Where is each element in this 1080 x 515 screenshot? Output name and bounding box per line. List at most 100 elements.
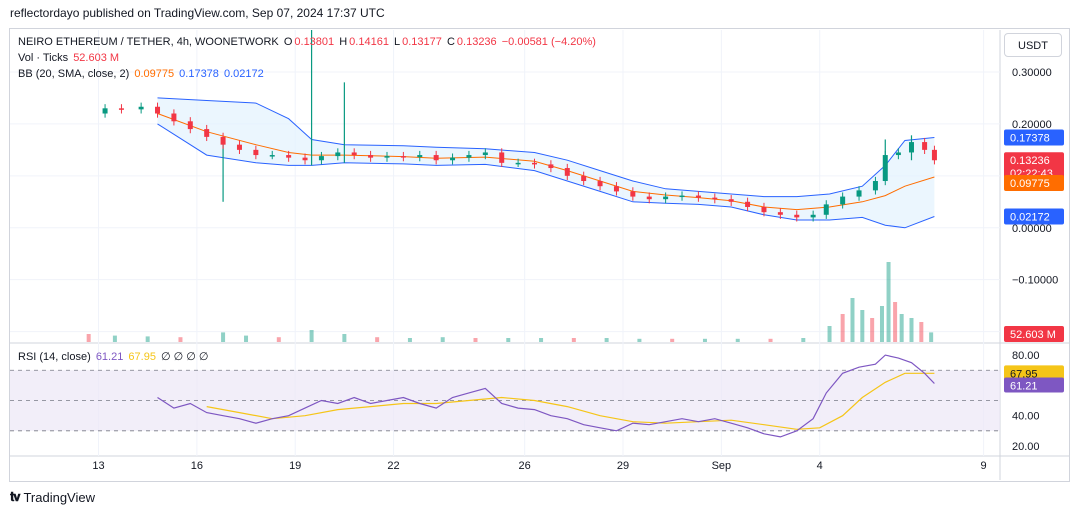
candle-body <box>597 181 603 187</box>
bb-label[interactable]: BB (20, SMA, close, 2) <box>18 68 130 80</box>
bb-lower-value: 0.02172 <box>223 68 264 80</box>
time-axis-label: Sep <box>712 460 732 472</box>
volume-label[interactable]: Vol · Ticks <box>18 52 69 64</box>
volume-bar <box>637 338 642 342</box>
currency-button[interactable]: USDT <box>1004 33 1062 57</box>
candle-body <box>482 152 488 156</box>
rsi-tick-label: 40.00 <box>1012 411 1040 423</box>
bb-upper-badge <box>1004 129 1064 146</box>
candle-body <box>171 113 177 122</box>
volume-bar <box>221 332 226 342</box>
close-label: C <box>446 36 455 48</box>
candle-body <box>384 156 390 158</box>
tradingview-brand[interactable]: 𝐭𝐯 TradingView <box>10 489 95 505</box>
symbol-name[interactable]: NEIRO ETHEREUM / TETHER, 4h, WOONETWORK <box>18 36 279 48</box>
candle-body <box>745 201 751 207</box>
candle-body <box>728 199 734 202</box>
last-price-badge <box>1004 152 1064 183</box>
chart-frame <box>9 28 1070 482</box>
volume-bar <box>886 262 891 342</box>
candle-body <box>220 136 226 145</box>
candle-body <box>931 149 937 161</box>
bb-lower-line <box>157 123 935 229</box>
volume-bar <box>407 338 412 342</box>
rsi-ma-badge <box>1004 365 1064 381</box>
high-value: 0.14161 <box>349 36 389 48</box>
rsi-label[interactable]: RSI (14, close) <box>18 351 91 363</box>
candle-body <box>794 214 800 218</box>
candle-body <box>450 157 456 161</box>
volume-bar <box>860 310 865 342</box>
open-label: O <box>283 36 293 48</box>
candle-body <box>138 106 144 110</box>
brand-label: TradingView <box>23 489 95 505</box>
volume-bar <box>178 337 183 342</box>
candle-body <box>236 144 242 150</box>
candle-body <box>761 206 767 213</box>
last-price-badge-text: 0.13236 <box>1010 155 1050 167</box>
change-value: −0.00581 (−4.20%) <box>501 36 596 48</box>
candle-body <box>872 181 878 191</box>
volume-bar <box>919 322 924 342</box>
candle-body <box>581 175 587 182</box>
candle-body <box>466 155 472 158</box>
price-tick-label: −0.10000 <box>1012 275 1058 287</box>
candle-body <box>777 212 783 215</box>
bb-basis-value: 0.09775 <box>134 68 175 80</box>
candle-body <box>515 162 521 165</box>
time-axis-label: 16 <box>191 460 203 472</box>
candle-body <box>882 155 888 182</box>
rsi-ma-line <box>206 372 935 430</box>
volume-bar <box>145 336 150 342</box>
bb-upper-badge-text: 0.17378 <box>1010 133 1050 145</box>
volume-bar <box>850 298 855 342</box>
candle-body <box>646 196 652 200</box>
volume-bar <box>893 302 898 342</box>
rsi-legend: RSI (14, close) 61.21 67.95 ∅ ∅ ∅ ∅ <box>18 350 211 363</box>
price-tick-label: 0.30000 <box>1012 67 1052 79</box>
candle-body <box>335 152 341 157</box>
candle-body <box>840 196 846 205</box>
high-label: H <box>339 36 348 48</box>
volume-bar <box>840 314 845 342</box>
volume-bar <box>801 338 806 342</box>
volume-value: 52.603 M <box>73 52 120 64</box>
candle-body <box>417 155 423 158</box>
candle-body <box>663 196 669 200</box>
candle-body <box>204 129 210 137</box>
candle-body <box>368 155 374 158</box>
bb-basis-badge <box>1004 174 1064 191</box>
volume-bar <box>870 318 875 342</box>
candle-body <box>922 142 928 150</box>
time-axis-label: 13 <box>92 460 104 472</box>
bb-lower-badge <box>1004 208 1064 225</box>
candle-body <box>712 197 718 200</box>
time-axis-label: 26 <box>519 460 531 472</box>
volume-bar <box>768 338 773 342</box>
volume-bar <box>929 332 934 342</box>
time-axis-label: 19 <box>289 460 301 472</box>
candle-body <box>613 186 619 192</box>
candle-body <box>253 149 259 156</box>
close-value: 0.13236 <box>456 36 497 48</box>
volume-bar <box>899 314 904 342</box>
volume-bar <box>827 326 832 342</box>
rsi-badge <box>1004 377 1064 393</box>
volume-bar <box>506 338 511 342</box>
low-value: 0.13177 <box>402 36 442 48</box>
volume-bar <box>604 338 609 342</box>
bb-basis-badge-text: 0.09775 <box>1010 178 1050 190</box>
candle-body <box>318 156 324 161</box>
volume-bar <box>440 337 445 342</box>
candle-body <box>499 152 505 163</box>
volume-legend: Vol · Ticks 52.603 M <box>18 52 121 64</box>
candle-body <box>118 108 124 110</box>
volume-bar <box>244 335 249 342</box>
candle-body <box>532 162 538 165</box>
rsi-tick-label: 20.00 <box>1012 441 1040 453</box>
rsi-line <box>157 354 935 438</box>
candle-body <box>302 157 308 161</box>
volume-bar <box>112 335 117 342</box>
candle-body <box>908 142 914 153</box>
